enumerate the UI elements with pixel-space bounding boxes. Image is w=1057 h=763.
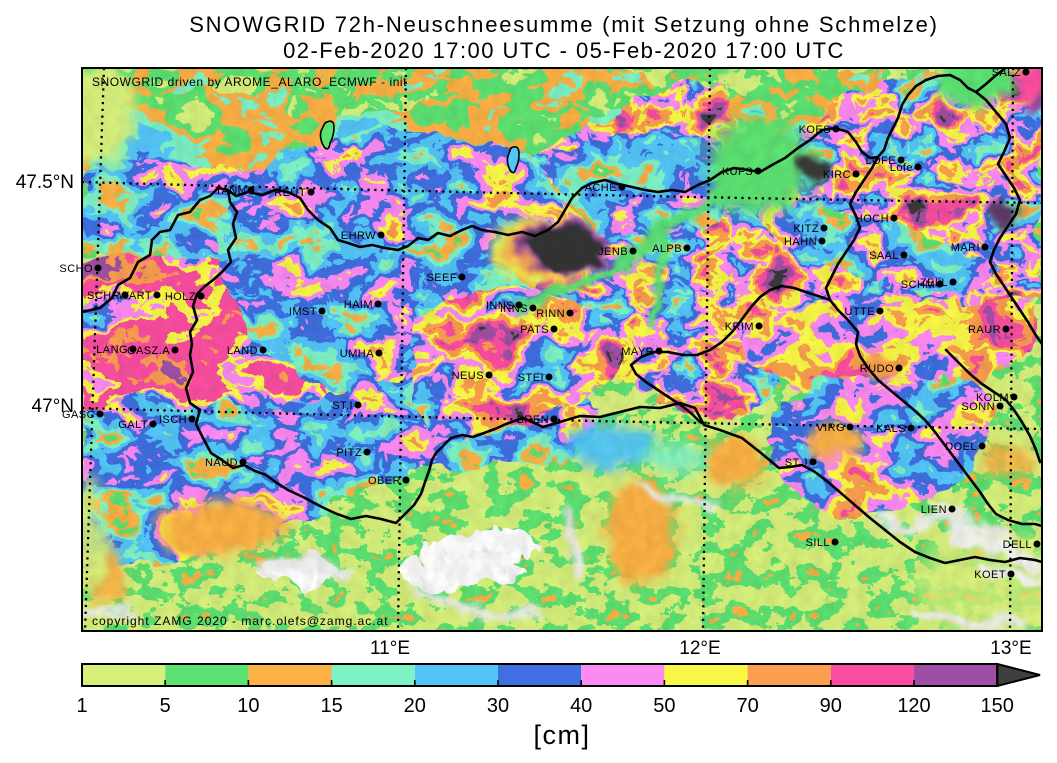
svg-text:INNS: INNS <box>486 300 514 312</box>
svg-text:SCHR: SCHR <box>87 290 120 302</box>
svg-text:SILL: SILL <box>806 537 830 549</box>
svg-text:90: 90 <box>820 695 842 717</box>
svg-text:MARI: MARI <box>951 242 980 254</box>
svg-text:50: 50 <box>653 695 675 717</box>
svg-text:GALT: GALT <box>118 419 148 431</box>
svg-text:5: 5 <box>160 695 171 717</box>
svg-text:UMHA: UMHA <box>340 348 374 360</box>
svg-text:EHRW: EHRW <box>341 230 376 242</box>
svg-text:REUT: REUT <box>274 187 306 199</box>
svg-text:SNOWGRID 72h-Neuschneesumme (m: SNOWGRID 72h-Neuschneesumme (mit Setzung… <box>189 12 939 37</box>
svg-text:70: 70 <box>736 695 758 717</box>
svg-text:LOFE: LOFE <box>865 155 896 167</box>
svg-text:MAYR: MAYR <box>621 346 654 358</box>
svg-text:SONN: SONN <box>961 401 995 413</box>
svg-text:ZELL: ZELL <box>920 277 948 289</box>
svg-text:DOEL: DOEL <box>945 441 977 453</box>
svg-text:13°E: 13°E <box>990 638 1031 659</box>
svg-text:47°N: 47°N <box>32 396 74 417</box>
svg-text:KIRC: KIRC <box>823 169 851 181</box>
svg-text:DELL: DELL <box>1003 539 1032 551</box>
svg-text:1: 1 <box>76 695 87 717</box>
svg-text:40: 40 <box>570 695 592 717</box>
svg-text:GASC: GASC <box>62 409 95 421</box>
svg-text:STEI: STEI <box>518 372 544 384</box>
svg-text:WART: WART <box>118 290 152 302</box>
svg-text:BREN: BREN <box>517 414 549 426</box>
svg-text:KOET: KOET <box>974 569 1006 581</box>
svg-text:02-Feb-2020 17:00 UTC - 05-Feb: 02-Feb-2020 17:00 UTC - 05-Feb-2020 17:0… <box>283 38 845 63</box>
svg-text:Lofe: Lofe <box>890 162 913 174</box>
svg-text:INNS: INNS <box>500 303 528 315</box>
svg-text:PATS: PATS <box>520 324 549 336</box>
svg-text:HAHN: HAHN <box>784 236 817 248</box>
svg-text:SAAL: SAAL <box>869 250 899 262</box>
svg-text:[cm]: [cm] <box>534 720 591 750</box>
svg-text:KALS: KALS <box>876 423 906 435</box>
svg-text:SNOWGRID driven by AROME_ALARO: SNOWGRID driven by AROME_ALARO_ECMWF - i… <box>92 75 407 89</box>
svg-text:copyright ZAMG 2020 - marc.ole: copyright ZAMG 2020 - marc.olefs@zamg.ac… <box>92 614 389 628</box>
svg-text:150: 150 <box>981 695 1014 717</box>
svg-text:LANG: LANG <box>96 344 128 356</box>
svg-text:OBER: OBER <box>368 475 401 487</box>
svg-text:KRIM: KRIM <box>725 321 754 333</box>
svg-text:IMST: IMST <box>289 306 317 318</box>
svg-text:ST.J: ST.J <box>785 457 808 469</box>
svg-text:ST.I: ST.I <box>332 400 353 412</box>
svg-text:KITZ: KITZ <box>793 223 819 235</box>
svg-text:KOES: KOES <box>799 124 831 136</box>
svg-text:RINN: RINN <box>536 308 565 320</box>
svg-text:SALZ: SALZ <box>992 67 1021 79</box>
svg-text:15: 15 <box>320 695 342 717</box>
svg-text:LIEN: LIEN <box>921 504 947 516</box>
svg-text:120: 120 <box>897 695 930 717</box>
svg-text:HOLZ: HOLZ <box>165 291 196 303</box>
svg-text:NEUS: NEUS <box>452 370 484 382</box>
svg-text:VIRG: VIRG <box>816 422 845 434</box>
svg-text:SCHO: SCHO <box>59 263 93 275</box>
svg-text:ALPB: ALPB <box>652 243 682 255</box>
svg-text:SCHM: SCHM <box>901 279 935 291</box>
svg-text:KOLM: KOLM <box>976 392 1009 404</box>
svg-text:10: 10 <box>237 695 259 717</box>
svg-text:12°E: 12°E <box>679 638 720 659</box>
svg-text:HOCH: HOCH <box>855 213 889 225</box>
svg-text:TANN: TANN <box>215 185 246 197</box>
svg-text:RAUR: RAUR <box>968 324 1001 336</box>
svg-text:UTTE: UTTE <box>844 306 875 318</box>
svg-text:30: 30 <box>487 695 509 717</box>
svg-text:GASZ.A: GASZ.A <box>127 345 170 357</box>
svg-text:RUDO: RUDO <box>860 363 894 375</box>
svg-text:20: 20 <box>404 695 426 717</box>
svg-text:NAUD: NAUD <box>205 457 238 469</box>
svg-text:PITZ: PITZ <box>336 447 362 459</box>
svg-text:KUFS: KUFS <box>722 166 753 178</box>
svg-text:HAIM: HAIM <box>344 299 373 311</box>
svg-text:SEEF: SEEF <box>426 272 457 284</box>
svg-text:ACHE: ACHE <box>585 182 617 194</box>
svg-text:11°E: 11°E <box>370 638 410 659</box>
svg-text:JENB: JENB <box>598 246 628 258</box>
svg-text:ISCH: ISCH <box>159 414 187 426</box>
svg-text:LAND: LAND <box>227 345 258 357</box>
svg-text:47.5°N: 47.5°N <box>16 172 74 193</box>
